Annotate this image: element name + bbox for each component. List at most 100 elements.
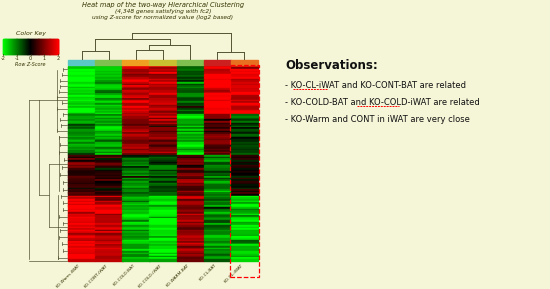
Bar xyxy=(53,39,54,54)
Bar xyxy=(231,244,258,247)
Bar xyxy=(204,77,231,79)
Bar xyxy=(68,240,96,242)
Bar xyxy=(204,85,231,87)
Bar xyxy=(177,106,204,108)
Bar xyxy=(39,39,40,54)
Bar xyxy=(68,214,96,216)
Bar xyxy=(231,231,258,234)
Bar xyxy=(68,218,96,221)
Bar xyxy=(204,173,231,175)
Bar xyxy=(122,111,150,113)
Bar xyxy=(122,152,150,154)
Text: -2: -2 xyxy=(1,56,6,61)
Bar xyxy=(122,202,150,204)
Bar xyxy=(150,257,177,259)
Bar xyxy=(231,170,258,172)
Bar xyxy=(25,39,26,54)
Bar xyxy=(95,235,123,237)
Bar xyxy=(122,103,150,105)
Bar xyxy=(231,66,258,68)
Bar xyxy=(13,39,14,54)
Bar xyxy=(150,170,177,172)
Bar xyxy=(204,209,231,211)
Bar xyxy=(122,168,150,170)
Bar xyxy=(231,75,258,77)
Bar xyxy=(68,230,96,232)
Bar xyxy=(51,39,52,54)
Bar xyxy=(204,74,231,76)
Bar xyxy=(32,39,33,54)
Bar xyxy=(122,162,150,164)
Bar xyxy=(177,249,204,251)
Bar xyxy=(68,207,96,209)
Bar xyxy=(95,106,123,108)
Bar xyxy=(17,39,18,54)
Bar xyxy=(68,183,96,185)
Bar xyxy=(122,108,150,110)
Bar xyxy=(150,155,177,157)
Bar xyxy=(231,205,258,208)
Bar xyxy=(150,132,177,134)
Bar xyxy=(177,111,204,113)
Bar xyxy=(150,222,177,224)
Bar xyxy=(95,113,123,115)
Bar xyxy=(95,205,123,208)
Bar xyxy=(122,171,150,173)
Bar xyxy=(150,93,177,95)
Bar xyxy=(150,209,177,211)
Bar xyxy=(177,227,204,229)
Bar xyxy=(231,101,258,103)
Bar xyxy=(4,39,5,54)
Bar xyxy=(150,140,177,142)
Bar xyxy=(24,39,25,54)
Bar xyxy=(231,253,258,255)
Bar xyxy=(68,191,96,193)
Bar xyxy=(150,97,177,99)
Bar xyxy=(204,235,231,237)
Bar xyxy=(68,210,96,212)
Bar xyxy=(231,87,258,89)
Bar xyxy=(204,149,231,151)
Bar xyxy=(9,39,10,54)
Bar xyxy=(47,39,48,54)
Bar xyxy=(231,254,258,256)
Bar xyxy=(204,110,231,112)
Bar xyxy=(7,39,8,54)
Bar xyxy=(95,129,123,131)
Bar xyxy=(122,183,150,185)
Bar xyxy=(42,39,43,54)
Bar xyxy=(231,98,258,100)
Bar xyxy=(68,97,96,99)
Bar xyxy=(68,108,96,110)
Bar xyxy=(177,230,204,232)
Bar xyxy=(177,85,204,87)
Bar xyxy=(150,98,177,100)
Bar xyxy=(204,228,231,230)
Bar xyxy=(68,253,96,255)
Bar xyxy=(122,69,150,71)
Bar xyxy=(122,82,150,84)
Bar xyxy=(95,204,123,206)
Text: Heat map of the two-way Hierarchical Clustering: Heat map of the two-way Hierarchical Clu… xyxy=(82,2,244,8)
Bar xyxy=(150,254,177,256)
Bar xyxy=(231,209,258,211)
Bar xyxy=(95,191,123,193)
Bar xyxy=(68,71,96,73)
Bar xyxy=(231,100,258,102)
Bar xyxy=(95,93,123,95)
Bar xyxy=(177,191,204,193)
Bar xyxy=(150,88,177,90)
Bar xyxy=(14,39,15,54)
Bar xyxy=(68,235,96,237)
Bar xyxy=(34,39,35,54)
Bar xyxy=(122,149,150,151)
Bar xyxy=(68,147,96,149)
Bar xyxy=(122,199,150,201)
Bar xyxy=(150,197,177,199)
Bar xyxy=(42,39,43,54)
Bar xyxy=(95,111,123,113)
Bar xyxy=(150,123,177,125)
Bar xyxy=(177,215,204,217)
Bar xyxy=(95,201,123,203)
Bar xyxy=(122,175,150,177)
